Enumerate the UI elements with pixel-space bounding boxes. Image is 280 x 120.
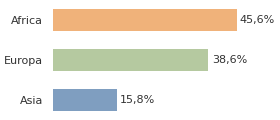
Bar [53,89,117,111]
Bar [53,9,237,31]
Text: 15,8%: 15,8% [120,95,155,105]
Bar [53,49,209,71]
Text: 45,6%: 45,6% [240,15,275,25]
Text: 38,6%: 38,6% [212,55,247,65]
